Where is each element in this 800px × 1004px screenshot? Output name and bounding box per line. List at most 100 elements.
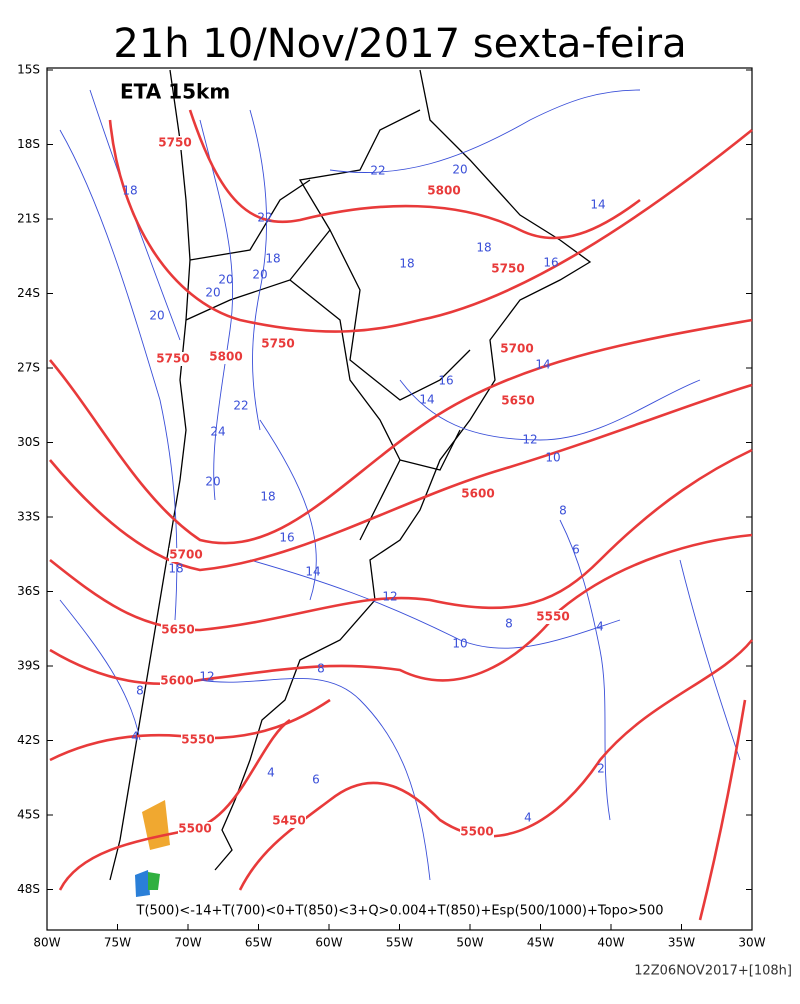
lat-label: 27S — [17, 361, 40, 375]
lat-label: 48S — [17, 882, 40, 896]
height-label: 5700 — [500, 342, 533, 356]
lat-label: 30S — [17, 435, 40, 449]
map-frame — [46, 67, 753, 931]
height-label: 5750 — [158, 136, 191, 150]
temperature-label: 20 — [205, 286, 220, 300]
temperature-label: 18 — [476, 241, 491, 255]
label-bg — [261, 337, 295, 351]
height-label: 5650 — [501, 394, 534, 408]
lat-label: 36S — [17, 584, 40, 598]
label-bg — [427, 184, 461, 198]
label-bg — [160, 674, 194, 688]
temperature-label: 8 — [136, 684, 144, 698]
label-bg — [491, 262, 525, 276]
label-bg — [501, 394, 535, 408]
temperature-label: 8 — [505, 617, 513, 631]
label-bg — [181, 733, 215, 747]
temperature-label: 22 — [257, 211, 272, 225]
lat-label: 21S — [17, 212, 40, 226]
lat-label: 15S — [17, 63, 40, 77]
label-bg — [500, 342, 534, 356]
label-bg — [460, 825, 494, 839]
lon-label: 80W — [33, 936, 60, 950]
lat-label: 45S — [17, 808, 40, 822]
temperature-label: 14 — [590, 198, 605, 212]
temperature-label: 16 — [543, 256, 558, 270]
temperature-label: 12 — [199, 670, 214, 684]
temperature-label: 22 — [233, 399, 248, 413]
temperature-label: 22 — [370, 164, 385, 178]
temperature-label: 4 — [524, 811, 532, 825]
contour-labels: 5750 5800 5750 5750 5800 5750 5700 5650 5600 5700… — [122, 136, 606, 839]
lat-label: 33S — [17, 510, 40, 524]
lon-label: 30W — [738, 936, 765, 950]
thickness-contours — [59, 89, 741, 881]
lat-label: 39S — [17, 659, 40, 673]
lon-label: 55W — [386, 936, 413, 950]
temperature-label: 6 — [572, 543, 580, 557]
height-label: 5600 — [160, 674, 193, 688]
temperature-label: 2 — [597, 762, 605, 776]
height-label: 5650 — [161, 623, 194, 637]
temperature-label: 4 — [596, 620, 604, 634]
temperature-label: 6 — [312, 773, 320, 787]
height-label: 5500 — [460, 825, 493, 839]
lon-label: 75W — [104, 936, 131, 950]
temperature-label: 14 — [419, 393, 434, 407]
temperature-label: 10 — [452, 637, 467, 651]
temperature-label: 20 — [205, 475, 220, 489]
temperature-label: 14 — [305, 565, 320, 579]
temperature-label: 18 — [122, 184, 137, 198]
temperature-label: 18 — [168, 562, 183, 576]
temperature-label: 14 — [535, 358, 550, 372]
temperature-label: 18 — [260, 490, 275, 504]
label-bg — [209, 350, 243, 364]
temperature-label: 16 — [279, 531, 294, 545]
lon-label: 65W — [245, 936, 272, 950]
temperature-label: 8 — [317, 662, 325, 676]
lat-label: 24S — [17, 286, 40, 300]
lon-label: 70W — [174, 936, 201, 950]
lon-label: 40W — [597, 936, 624, 950]
height-label: 5800 — [427, 184, 460, 198]
height-label: 5750 — [156, 352, 189, 366]
height-label: 5800 — [209, 350, 242, 364]
lon-label: 60W — [315, 936, 342, 950]
field-legend: T(500)<-14+T(700)<0+T(850)<3+Q>0.004+T(8… — [136, 904, 664, 919]
height-label: 5450 — [272, 814, 305, 828]
temperature-label: 20 — [149, 309, 164, 323]
temperature-label: 8 — [559, 504, 567, 518]
lon-label: 50W — [456, 936, 483, 950]
lat-label: 18S — [17, 137, 40, 151]
temperature-label: 20 — [218, 273, 233, 287]
temperature-label: 16 — [438, 374, 453, 388]
height-label: 5600 — [461, 487, 494, 501]
temperature-label: 12 — [382, 590, 397, 604]
temperature-label: 12 — [522, 433, 537, 447]
temperature-label: 4 — [267, 766, 275, 780]
temperature-label: 20 — [252, 268, 267, 282]
temperature-label: 4 — [131, 730, 139, 744]
lon-label: 35W — [668, 936, 695, 950]
height-label: 5750 — [491, 262, 524, 276]
label-bg — [169, 548, 203, 562]
temperature-label: 18 — [399, 257, 414, 271]
temperature-label: 24 — [210, 425, 225, 439]
label-bg — [272, 814, 306, 828]
height-label: 5550 — [181, 733, 214, 747]
height-label: 5700 — [169, 548, 202, 562]
label-bg — [158, 136, 192, 150]
run-label: 12Z06NOV2017+[108h] — [634, 964, 792, 979]
temperature-label: 18 — [265, 252, 280, 266]
model-label: ETA 15km — [120, 80, 230, 104]
height-label: 5500 — [178, 822, 211, 836]
height-label: 5750 — [261, 337, 294, 351]
height-label: 5550 — [536, 610, 569, 624]
coastlines — [109, 69, 592, 881]
label-bg — [161, 623, 195, 637]
label-bg — [461, 487, 495, 501]
temperature-label: 20 — [452, 163, 467, 177]
label-bg — [536, 610, 570, 624]
lon-label: 45W — [527, 936, 554, 950]
